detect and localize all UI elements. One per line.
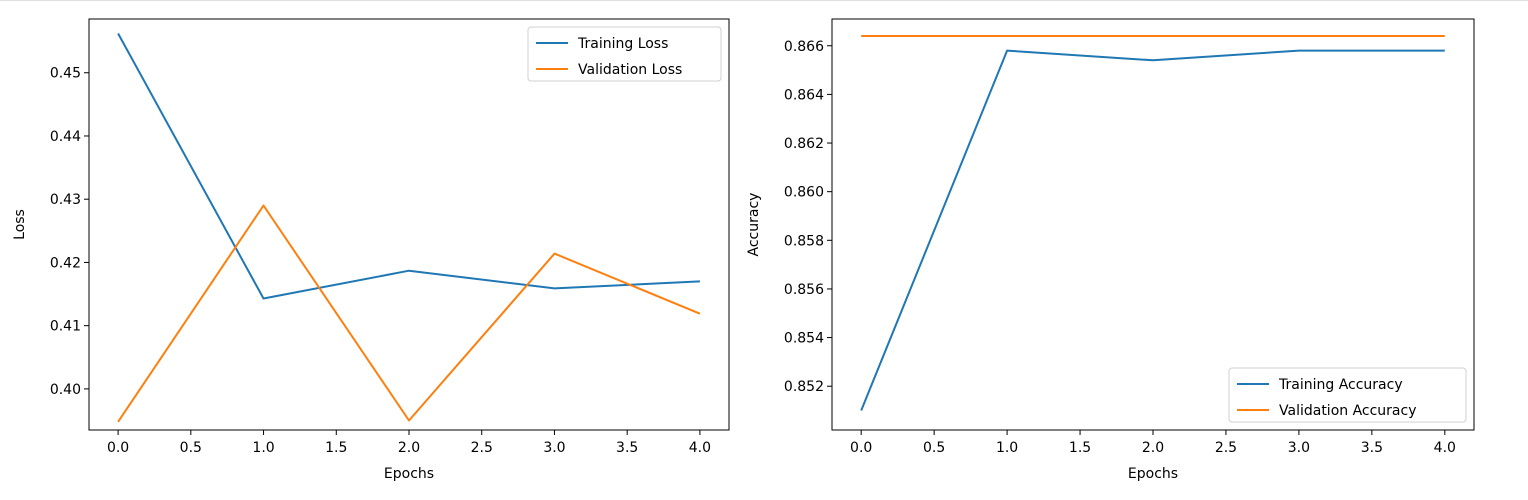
accuracy-x-tick-label: 2.5 [1215, 440, 1237, 456]
validation-loss-legend-label: Validation Loss [578, 62, 682, 78]
loss-legend-box [527, 26, 722, 82]
training-accuracy-line [860, 49, 1445, 411]
accuracy-x-axis-label: Epochs [1128, 466, 1178, 482]
accuracy-x-tick-label: 2.0 [1142, 440, 1164, 456]
loss-x-tick-label: 1.5 [325, 440, 347, 456]
accuracy-y-tick-label: 0.862 [784, 136, 824, 152]
accuracy-y-tick-label: 0.864 [784, 87, 824, 103]
loss-x-tick-label: 3.5 [616, 440, 638, 456]
training-loss-line [117, 33, 700, 300]
accuracy-y-tick-label: 0.866 [784, 39, 824, 55]
accuracy-x-tick-label: 3.5 [1361, 440, 1383, 456]
training-accuracy-legend-label: Training Accuracy [1278, 377, 1403, 393]
loss-y-tick-label: 0.43 [50, 192, 81, 208]
accuracy-y-tick-label: 0.860 [784, 185, 824, 201]
accuracy-y-axis-label: Accuracy [746, 193, 762, 257]
accuracy-x-tick-label: 0.5 [923, 440, 945, 456]
accuracy-x-tick-label: 1.5 [1069, 440, 1091, 456]
accuracy-x-tick-label: 0.0 [850, 440, 872, 456]
loss-y-tick-label: 0.40 [50, 382, 81, 398]
accuracy-y-tick-label: 0.852 [784, 379, 824, 395]
loss-y-tick-label: 0.44 [50, 129, 81, 145]
loss-y-tick-label: 0.41 [50, 319, 81, 335]
accuracy-x-tick-label: 4.0 [1434, 440, 1456, 456]
loss-y-tick-label: 0.45 [50, 66, 81, 82]
loss-x-tick-label: 2.0 [398, 440, 420, 456]
validation-accuracy-legend-label: Validation Accuracy [1279, 403, 1417, 419]
loss-y-tick-label: 0.42 [50, 255, 81, 271]
loss-x-tick-label: 1.0 [252, 440, 274, 456]
accuracy-y-tick-label: 0.854 [784, 331, 824, 347]
loss-y-axis-label: Loss [12, 209, 28, 240]
validation-loss-line [117, 204, 701, 423]
loss-x-tick-label: 3.0 [543, 440, 565, 456]
loss-x-tick-label: 4.0 [689, 440, 711, 456]
loss-x-tick-label: 2.5 [471, 440, 493, 456]
loss-x-tick-label: 0.0 [107, 440, 129, 456]
loss-x-axis-label: Epochs [384, 466, 434, 482]
accuracy-x-tick-label: 1.0 [996, 440, 1018, 456]
accuracy-legend-box [1228, 367, 1467, 423]
accuracy-x-tick-label: 3.0 [1288, 440, 1310, 456]
accuracy-y-tick-label: 0.858 [784, 233, 824, 249]
top-divider [0, 0, 1528, 1]
training-loss-legend-label: Training Loss [577, 36, 668, 52]
accuracy-y-tick-label: 0.856 [784, 282, 824, 298]
loss-x-tick-label: 0.5 [180, 440, 202, 456]
